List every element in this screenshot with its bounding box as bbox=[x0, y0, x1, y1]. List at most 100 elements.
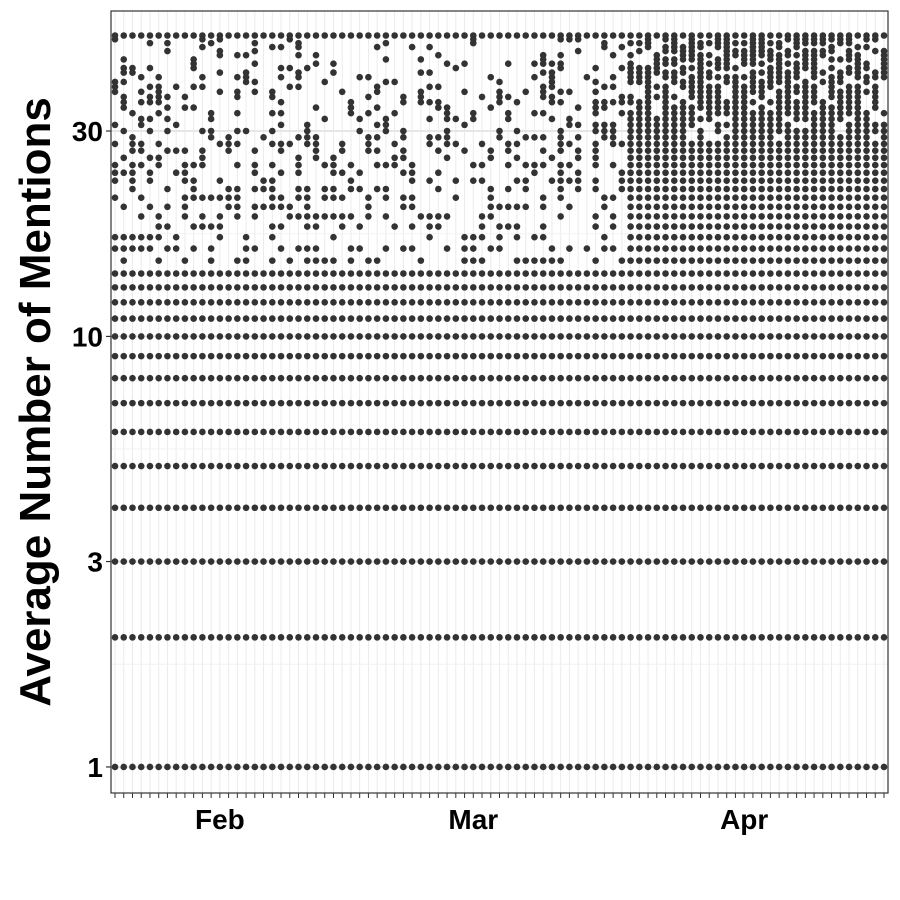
data-point bbox=[426, 299, 433, 306]
data-point bbox=[277, 203, 285, 211]
data-point bbox=[531, 504, 538, 512]
data-point bbox=[793, 115, 800, 123]
data-point bbox=[199, 763, 206, 771]
data-point bbox=[216, 194, 224, 202]
data-point bbox=[164, 104, 171, 111]
data-point bbox=[758, 233, 765, 241]
data-point bbox=[548, 257, 556, 264]
data-point bbox=[871, 352, 879, 360]
data-point bbox=[321, 161, 329, 169]
data-point bbox=[251, 32, 259, 39]
data-point bbox=[758, 147, 765, 155]
data-point bbox=[382, 299, 390, 306]
data-point bbox=[863, 399, 870, 407]
data-point bbox=[137, 32, 145, 39]
data-point bbox=[207, 558, 215, 565]
data-point bbox=[679, 83, 687, 91]
data-point bbox=[662, 104, 669, 111]
data-point bbox=[461, 270, 468, 277]
data-point bbox=[181, 634, 189, 641]
data-point bbox=[644, 270, 652, 277]
data-point bbox=[854, 428, 862, 436]
data-point bbox=[321, 115, 329, 123]
data-point bbox=[557, 299, 564, 306]
data-point bbox=[679, 154, 687, 162]
data-point bbox=[592, 104, 599, 111]
data-point bbox=[723, 140, 731, 148]
data-point bbox=[408, 634, 416, 641]
data-point bbox=[487, 203, 495, 211]
data-point bbox=[496, 504, 503, 512]
data-point bbox=[251, 78, 259, 86]
data-point bbox=[155, 213, 162, 220]
data-point bbox=[365, 257, 372, 264]
data-point bbox=[408, 374, 416, 382]
data-point bbox=[531, 299, 538, 306]
data-point bbox=[312, 558, 320, 565]
data-point bbox=[268, 315, 276, 322]
data-point bbox=[819, 284, 827, 291]
data-point bbox=[740, 352, 748, 360]
data-point bbox=[382, 32, 390, 39]
data-point bbox=[286, 270, 294, 277]
data-point bbox=[732, 185, 739, 193]
data-point bbox=[469, 177, 477, 184]
data-point bbox=[146, 504, 154, 512]
data-point bbox=[260, 299, 267, 306]
data-point bbox=[181, 147, 189, 155]
data-point bbox=[277, 147, 285, 155]
data-point bbox=[426, 233, 433, 241]
data-point bbox=[539, 257, 547, 264]
data-point bbox=[452, 763, 460, 771]
data-point bbox=[749, 115, 757, 123]
data-point bbox=[513, 315, 521, 322]
data-point bbox=[373, 185, 381, 193]
data-point bbox=[749, 428, 757, 436]
data-point bbox=[268, 93, 276, 101]
data-point bbox=[295, 634, 302, 641]
data-point bbox=[548, 245, 556, 252]
data-point bbox=[557, 51, 564, 59]
data-point bbox=[155, 98, 162, 106]
data-point bbox=[828, 83, 835, 91]
data-point bbox=[662, 203, 669, 211]
data-point bbox=[574, 634, 582, 641]
data-point bbox=[705, 93, 713, 101]
data-point bbox=[286, 428, 294, 436]
data-point bbox=[828, 299, 835, 306]
data-point bbox=[740, 213, 748, 220]
data-point bbox=[732, 333, 739, 340]
data-point bbox=[749, 399, 757, 407]
data-point bbox=[644, 169, 652, 177]
data-point bbox=[819, 115, 827, 123]
data-point bbox=[802, 169, 809, 177]
data-point bbox=[111, 284, 119, 291]
data-point bbox=[723, 185, 731, 193]
data-point bbox=[338, 315, 346, 322]
data-point bbox=[592, 98, 599, 106]
data-point bbox=[636, 134, 643, 141]
data-point bbox=[767, 257, 774, 264]
data-point bbox=[784, 203, 792, 211]
data-point bbox=[793, 147, 800, 155]
data-point bbox=[469, 558, 477, 565]
data-point bbox=[601, 634, 608, 641]
data-point bbox=[321, 315, 329, 322]
data-point bbox=[845, 134, 853, 141]
data-point bbox=[705, 213, 713, 220]
data-point bbox=[609, 504, 617, 512]
data-point bbox=[714, 428, 722, 436]
data-point bbox=[749, 83, 757, 91]
data-point bbox=[417, 32, 425, 39]
data-point bbox=[469, 270, 477, 277]
data-point bbox=[234, 109, 241, 117]
data-point bbox=[225, 399, 232, 407]
data-point bbox=[819, 333, 827, 340]
data-point bbox=[592, 213, 599, 220]
data-point bbox=[435, 134, 442, 141]
data-point bbox=[819, 98, 827, 106]
data-point bbox=[417, 299, 425, 306]
data-point bbox=[312, 134, 320, 141]
data-point bbox=[225, 185, 232, 193]
data-point bbox=[539, 299, 547, 306]
